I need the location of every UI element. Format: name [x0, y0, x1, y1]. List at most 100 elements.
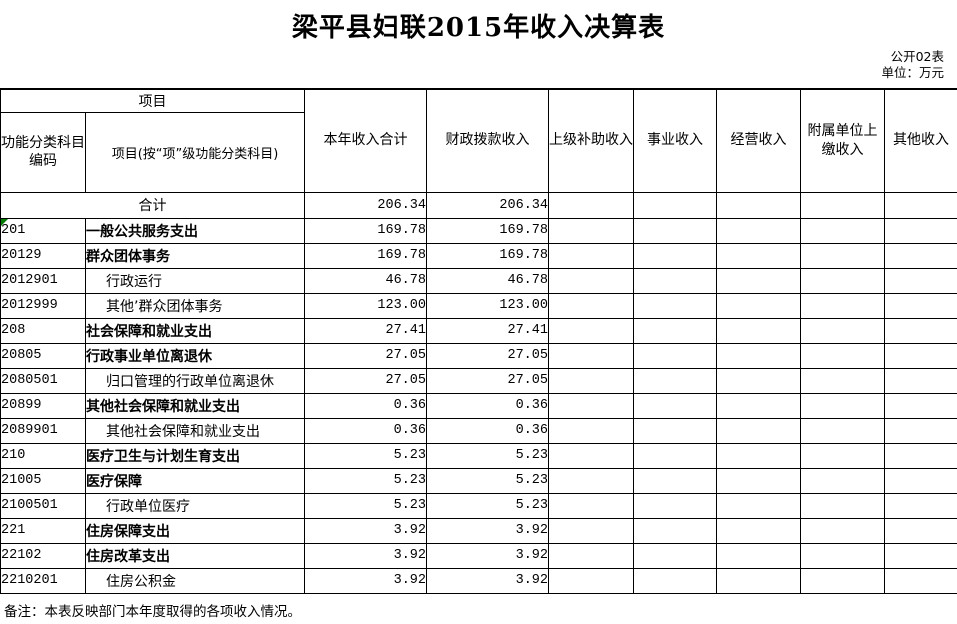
table-row: 20899 其他社会保障和就业支出 0.36 0.36	[0, 392, 957, 419]
green-corner-marker	[1, 219, 8, 226]
code-cell: 20899	[0, 392, 86, 419]
name-cell: 行政单位医疗	[85, 492, 305, 519]
empty-cell	[800, 317, 885, 344]
table-row: 20805 行政事业单位离退休 27.05 27.05	[0, 342, 957, 369]
empty-cell	[884, 267, 957, 294]
empty-cell	[800, 517, 885, 544]
total-fiscal-cell: 206.34	[426, 191, 549, 219]
name-cell: 住房公积金	[85, 567, 305, 594]
empty-cell	[548, 417, 634, 444]
name-cell: 其他’群众团体事务	[85, 292, 305, 319]
fiscal-cell: 169.78	[426, 242, 549, 269]
name-cell: 医疗卫生与计划生育支出	[85, 442, 305, 469]
table-row: 201 一般公共服务支出 169.78 169.78	[0, 217, 957, 244]
name-cell: 住房保障支出	[85, 517, 305, 544]
empty-cell	[884, 242, 957, 269]
code-cell: 208	[0, 317, 86, 344]
empty-cell	[548, 191, 634, 219]
code-cell: 2089901	[0, 417, 86, 444]
empty-cell	[884, 517, 957, 544]
empty-cell	[633, 367, 717, 394]
table-row: 2012901 行政运行 46.78 46.78	[0, 267, 957, 294]
fiscal-cell: 27.05	[426, 342, 549, 369]
empty-cell	[716, 292, 801, 319]
empty-cell	[716, 492, 801, 519]
header-project-detail: 项目(按“项”级功能分类科目)	[85, 111, 305, 193]
empty-cell	[548, 442, 634, 469]
name-cell: 归口管理的行政单位离退休	[85, 367, 305, 394]
total-income-cell: 3.92	[304, 567, 427, 594]
code-cell: 2012999	[0, 292, 86, 319]
total-income-cell: 3.92	[304, 517, 427, 544]
fiscal-cell: 123.00	[426, 292, 549, 319]
sheet-number-label: 公开02表	[890, 49, 944, 64]
empty-cell	[548, 567, 634, 594]
header-function-code: 功能分类科目编码	[0, 111, 86, 193]
fiscal-cell: 169.78	[426, 217, 549, 244]
column-header-other-income: 其他收入	[884, 88, 957, 193]
empty-cell	[633, 542, 717, 569]
header-row-2: 功能分类科目编码 项目(按“项”级功能分类科目)	[0, 111, 957, 193]
empty-cell	[548, 517, 634, 544]
empty-cell	[548, 217, 634, 244]
code-cell: 221	[0, 517, 86, 544]
empty-cell	[800, 542, 885, 569]
column-header-affiliated-remittance: 附属单位上缴收入	[800, 88, 885, 193]
total-income-cell: 0.36	[304, 417, 427, 444]
income-table: 项目 本年收入合计 财政拨款收入 上级补助收入 事业收入 经营收入 附属单位上缴…	[0, 88, 957, 594]
fiscal-cell: 3.92	[426, 517, 549, 544]
empty-cell	[633, 217, 717, 244]
empty-cell	[884, 442, 957, 469]
empty-cell	[548, 467, 634, 494]
header-row-1: 项目 本年收入合计 财政拨款收入 上级补助收入 事业收入 经营收入 附属单位上缴…	[0, 88, 957, 193]
empty-cell	[633, 317, 717, 344]
empty-cell	[633, 417, 717, 444]
column-header-superior-subsidy: 上级补助收入	[548, 88, 634, 193]
total-income-cell: 169.78	[304, 217, 427, 244]
table-row: 2080501 归口管理的行政单位离退休 27.05 27.05	[0, 367, 957, 394]
empty-cell	[884, 392, 957, 419]
table-row: 2100501 行政单位医疗 5.23 5.23	[0, 492, 957, 519]
empty-cell	[800, 267, 885, 294]
empty-cell	[716, 217, 801, 244]
header-project-group: 项目	[0, 88, 305, 113]
unit-label: 单位：万元	[881, 65, 944, 80]
empty-cell	[716, 542, 801, 569]
fiscal-cell: 0.36	[426, 417, 549, 444]
empty-cell	[633, 517, 717, 544]
empty-cell	[884, 342, 957, 369]
empty-cell	[884, 191, 957, 219]
empty-cell	[800, 467, 885, 494]
fiscal-cell: 27.41	[426, 317, 549, 344]
total-income-cell: 3.92	[304, 542, 427, 569]
empty-cell	[548, 267, 634, 294]
empty-cell	[884, 567, 957, 594]
empty-cell	[633, 467, 717, 494]
total-income-cell: 0.36	[304, 392, 427, 419]
empty-cell	[716, 317, 801, 344]
empty-cell	[800, 417, 885, 444]
table-row: 2089901 其他社会保障和就业支出 0.36 0.36	[0, 417, 957, 444]
empty-cell	[716, 367, 801, 394]
empty-cell	[716, 517, 801, 544]
page-title: 梁平县妇联2015年收入决算表	[291, 13, 666, 43]
column-header-fiscal-appropriation: 财政拨款收入	[426, 88, 549, 193]
empty-cell	[548, 342, 634, 369]
code-cell: 2012901	[0, 267, 86, 294]
code-cell: 21005	[0, 467, 86, 494]
table-row: 208 社会保障和就业支出 27.41 27.41	[0, 317, 957, 344]
empty-cell	[633, 292, 717, 319]
table-row: 21005 医疗保障 5.23 5.23	[0, 467, 957, 494]
empty-cell	[716, 242, 801, 269]
empty-cell	[716, 417, 801, 444]
table-row: 20129 群众团体事务 169.78 169.78	[0, 242, 957, 269]
name-cell: 其他社会保障和就业支出	[85, 417, 305, 444]
table-row: 2012999 其他’群众团体事务 123.00 123.00	[0, 292, 957, 319]
empty-cell	[800, 567, 885, 594]
fiscal-cell: 46.78	[426, 267, 549, 294]
empty-cell	[716, 267, 801, 294]
empty-cell	[800, 292, 885, 319]
empty-cell	[548, 542, 634, 569]
empty-cell	[800, 492, 885, 519]
